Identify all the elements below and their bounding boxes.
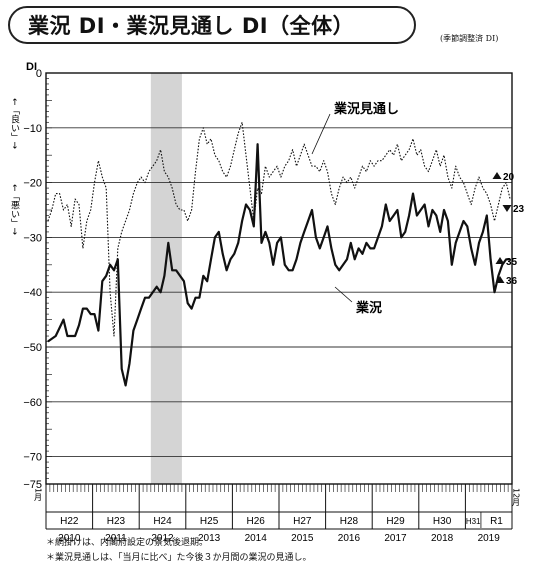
- plot-frame: [45, 72, 513, 485]
- series-line-outlook: [47, 121, 511, 337]
- title-box: 業況 DI・業況見通し DI（全体）: [8, 6, 416, 44]
- x-year-label: 2012: [151, 533, 174, 544]
- annotation-marker: [492, 172, 502, 179]
- x-era-label: H24: [153, 516, 172, 527]
- chart-title: 業況 DI・業況見通し DI（全体）: [28, 14, 355, 38]
- adjusted-note: (季節調整済 DI): [440, 34, 499, 43]
- y-up-label: ←「良い」→: [9, 98, 20, 150]
- y-down-label: ←「悪い」→: [9, 184, 20, 236]
- annotation-label: 36: [506, 276, 518, 287]
- annotation-label: 20: [503, 172, 515, 183]
- x-year-label: 2014: [245, 533, 268, 544]
- annotation-marker: [495, 276, 505, 283]
- series-label-business: 業況: [355, 300, 382, 316]
- x-year-label: 2015: [291, 533, 314, 544]
- y-tick-label: −70: [23, 452, 42, 464]
- annotation-label: 23: [513, 204, 525, 215]
- y-axis-label: DI: [26, 61, 37, 73]
- y-tick-label: −30: [23, 232, 42, 244]
- series-label-outlook: 業況見通し: [333, 101, 399, 117]
- y-tick-label: −10: [23, 123, 42, 135]
- annotation-marker: [495, 257, 505, 264]
- y-tick-label: −40: [23, 287, 42, 299]
- series-label-leader: [334, 286, 353, 303]
- x-era-label: R1: [490, 516, 503, 527]
- x-start-label: 1月: [34, 488, 43, 502]
- x-era-label: H27: [293, 516, 312, 527]
- y-tick-label: −20: [23, 178, 42, 190]
- x-era-label: H30: [433, 516, 452, 527]
- x-era-label: H28: [340, 516, 359, 527]
- series-label-leader: [311, 113, 331, 155]
- x-era-label: H29: [386, 516, 405, 527]
- footnote-outlook: ＊業況見通しは、「当月に比べ」た今後３か月間の業況の見通し。: [46, 553, 312, 563]
- series-line-business: [47, 143, 511, 387]
- x-year-label: 2013: [198, 533, 221, 544]
- x-era-label: H22: [60, 516, 79, 527]
- x-era-label: H31: [466, 517, 481, 526]
- x-era-label: H23: [107, 516, 126, 527]
- y-tick-label: −50: [23, 342, 42, 354]
- annotation-marker: [502, 205, 512, 212]
- x-year-label: 2010: [58, 533, 81, 544]
- y-tick-label: −60: [23, 397, 42, 409]
- x-era-label: H25: [200, 516, 219, 527]
- x-year-label: 2019: [478, 533, 501, 544]
- x-year-label: 2011: [105, 533, 127, 544]
- x-year-label: 2016: [338, 533, 361, 544]
- footnote-recession: ＊網掛けは、内閣府設定の景気後退期。: [46, 538, 209, 548]
- x-end-label: 12月: [512, 488, 521, 507]
- x-era-label: H26: [247, 516, 266, 527]
- x-year-label: 2017: [384, 533, 407, 544]
- annotation-label: 35: [506, 257, 518, 268]
- y-tick-label: −75: [23, 479, 42, 491]
- recession-shading: [150, 73, 182, 484]
- x-year-label: 2018: [431, 533, 454, 544]
- y-tick-label: 0: [36, 68, 42, 80]
